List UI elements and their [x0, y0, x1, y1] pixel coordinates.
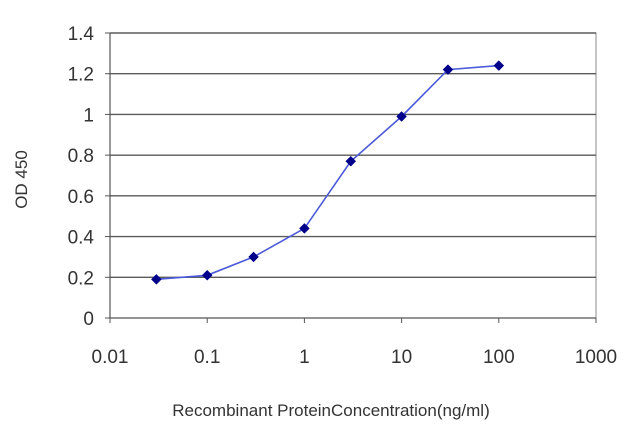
x-tick-label: 1	[299, 347, 310, 368]
axes	[105, 32, 597, 323]
x-tick-label: 100	[483, 347, 515, 368]
plot-area	[109, 32, 597, 319]
x-tick-label: 10	[391, 347, 412, 368]
y-tick-label: 1.2	[68, 65, 94, 86]
series	[151, 60, 505, 285]
data-point	[396, 111, 407, 122]
data-point	[442, 64, 454, 75]
gridlines	[110, 32, 596, 278]
y-tick-label: 0.2	[68, 268, 94, 289]
data-point	[493, 60, 505, 71]
y-tick-label: 1	[83, 105, 94, 126]
y-axis-title: OD 450	[12, 150, 31, 209]
y-tick-label: 0.6	[68, 187, 94, 208]
y-tick-label: 0.8	[68, 146, 94, 167]
x-tick-label: 0.1	[194, 347, 220, 368]
tick-labels: 0 0.2 0.4 0.6 0.8 1 1.2 1.4 0.01 0.1 1 10 100 1000	[68, 24, 618, 368]
y-tick-label: 0	[83, 309, 94, 330]
x-tick-label: 1000	[575, 347, 617, 368]
y-tick-label: 1.4	[68, 24, 95, 45]
y-tick-label: 0.4	[68, 228, 95, 249]
data-point	[151, 273, 162, 285]
data-point	[201, 269, 213, 281]
x-tick-label: 0.01	[92, 347, 129, 368]
data-point	[299, 223, 310, 234]
x-axis-title: Recombinant ProteinConcentration(ng/ml)	[172, 401, 490, 420]
data-point	[345, 155, 357, 167]
series-line	[156, 64, 499, 281]
data-point	[248, 251, 259, 263]
